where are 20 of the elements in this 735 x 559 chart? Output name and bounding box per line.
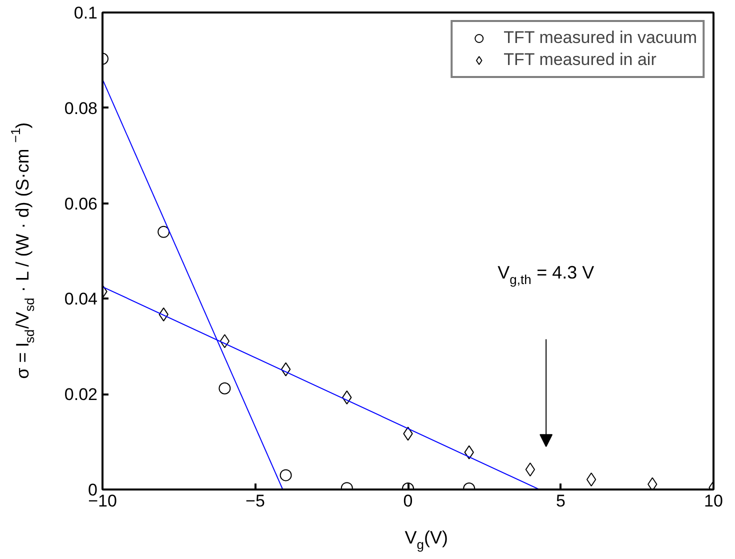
x-tick-label: 10 bbox=[704, 492, 723, 510]
point bbox=[218, 382, 231, 394]
x-tick-label: 0 bbox=[403, 492, 413, 510]
x-tick-label: −5 bbox=[246, 492, 265, 510]
point bbox=[280, 469, 292, 482]
point bbox=[525, 462, 536, 476]
point bbox=[586, 472, 596, 486]
point bbox=[220, 334, 230, 348]
legend-label: TFT measured in air bbox=[504, 50, 656, 70]
y-tick-label: 0.06 bbox=[64, 194, 98, 214]
y-tick-label: 0.02 bbox=[64, 385, 98, 404]
point bbox=[648, 477, 658, 490]
y-axis-title: σ = Isd/Vsd · L / (W · d) (S·cm−1) bbox=[8, 122, 38, 379]
point bbox=[158, 226, 170, 238]
point bbox=[280, 362, 291, 376]
legend-label: TFT measured in vacuum bbox=[504, 28, 697, 48]
y-tick-label: 0.04 bbox=[64, 290, 98, 309]
y-tick-label: 0.08 bbox=[64, 98, 98, 118]
y-tick-label: 0.1 bbox=[74, 4, 98, 22]
x-tick-label: 5 bbox=[556, 492, 566, 510]
